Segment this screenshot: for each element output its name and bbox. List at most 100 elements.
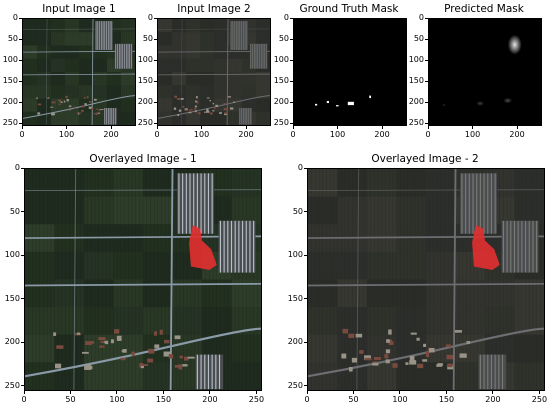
building xyxy=(37,112,41,115)
building xyxy=(174,335,181,340)
y-tick-label: 150 xyxy=(287,293,303,303)
building xyxy=(69,105,72,108)
building xyxy=(163,351,171,357)
building xyxy=(110,339,114,344)
building xyxy=(97,112,101,114)
building xyxy=(223,103,226,105)
panel-title: Overlayed Image - 1 xyxy=(89,153,197,165)
building xyxy=(373,357,382,360)
x-tick-mark xyxy=(381,126,383,129)
building xyxy=(91,107,94,110)
building xyxy=(55,363,62,369)
x-tick-label: 50 xyxy=(348,395,359,404)
overlay-change-region xyxy=(472,225,500,271)
y-tick-label: 0 xyxy=(12,13,18,22)
input-image-1 xyxy=(22,18,136,126)
x-tick-mark xyxy=(445,391,447,394)
x-tick-label: 0 xyxy=(154,130,160,139)
building xyxy=(410,332,417,335)
building xyxy=(78,112,82,114)
greenhouse-block xyxy=(478,354,507,390)
building xyxy=(194,107,197,110)
building xyxy=(73,106,76,109)
building xyxy=(147,358,154,363)
x-tick-mark xyxy=(516,126,518,129)
building xyxy=(447,363,453,368)
panel-title: Predicted Mask xyxy=(444,3,524,15)
y-tick-label: 50 xyxy=(413,34,424,44)
building xyxy=(66,98,69,102)
panel-title: Input Image 2 xyxy=(177,3,251,15)
y-tick-mark xyxy=(304,211,307,213)
y-tick-mark xyxy=(19,38,22,40)
x-tick-label: 0 xyxy=(425,130,431,139)
y-tick-label: 200 xyxy=(137,97,153,107)
road xyxy=(25,189,261,192)
road xyxy=(73,169,77,390)
building xyxy=(178,364,183,370)
y-tick-label: 150 xyxy=(4,293,20,303)
y-tick-label: 0 xyxy=(297,163,303,172)
building xyxy=(405,362,409,365)
building xyxy=(188,111,192,113)
building xyxy=(196,100,198,102)
building xyxy=(95,112,98,116)
road xyxy=(158,73,270,76)
building xyxy=(37,103,42,106)
building xyxy=(385,359,390,364)
overlayed-image-1 xyxy=(24,168,262,391)
building xyxy=(114,329,120,334)
building xyxy=(84,96,86,99)
road xyxy=(452,169,457,390)
x-tick-label: 200 xyxy=(238,130,254,139)
x-tick-label: 100 xyxy=(109,395,125,404)
building xyxy=(466,341,471,344)
x-tick-label: 200 xyxy=(202,395,218,404)
y-tick-mark xyxy=(21,167,24,169)
building xyxy=(446,354,454,360)
y-tick-label: 200 xyxy=(408,97,424,107)
building xyxy=(60,101,63,103)
y-tick-mark xyxy=(21,341,24,343)
building xyxy=(364,357,372,361)
y-tick-label: 0 xyxy=(14,163,20,172)
y-tick-label: 100 xyxy=(4,250,20,260)
building xyxy=(84,364,92,370)
building xyxy=(351,357,357,363)
y-tick-label: 0 xyxy=(283,13,289,22)
x-tick-mark xyxy=(492,391,494,394)
y-tick-mark xyxy=(290,17,293,19)
building xyxy=(120,357,126,361)
image-canvas xyxy=(429,19,541,125)
road xyxy=(23,73,135,76)
building xyxy=(386,339,390,343)
building xyxy=(388,329,392,335)
y-tick-label: 250 xyxy=(273,118,289,128)
x-tick-label: 50 xyxy=(65,395,76,404)
building xyxy=(82,351,89,354)
road xyxy=(308,282,544,287)
building xyxy=(206,97,210,99)
building xyxy=(416,337,420,341)
building xyxy=(388,341,394,345)
x-tick-mark xyxy=(162,391,164,394)
image-canvas xyxy=(294,19,406,125)
building xyxy=(179,355,183,359)
road xyxy=(180,19,183,125)
y-tick-label: 0 xyxy=(418,13,424,22)
building xyxy=(372,361,379,364)
y-tick-mark xyxy=(425,17,428,19)
building xyxy=(454,330,462,333)
building xyxy=(47,97,50,99)
building xyxy=(159,329,163,335)
panel-title: Overlayed Image - 2 xyxy=(371,153,479,165)
building xyxy=(182,105,185,108)
y-tick-label: 250 xyxy=(408,118,424,128)
building xyxy=(174,95,178,98)
building xyxy=(209,99,212,102)
building xyxy=(384,354,389,359)
image-canvas xyxy=(158,19,270,125)
overlayed-image-2 xyxy=(307,168,545,391)
predicted-region xyxy=(507,34,522,55)
y-tick-mark xyxy=(154,101,157,103)
